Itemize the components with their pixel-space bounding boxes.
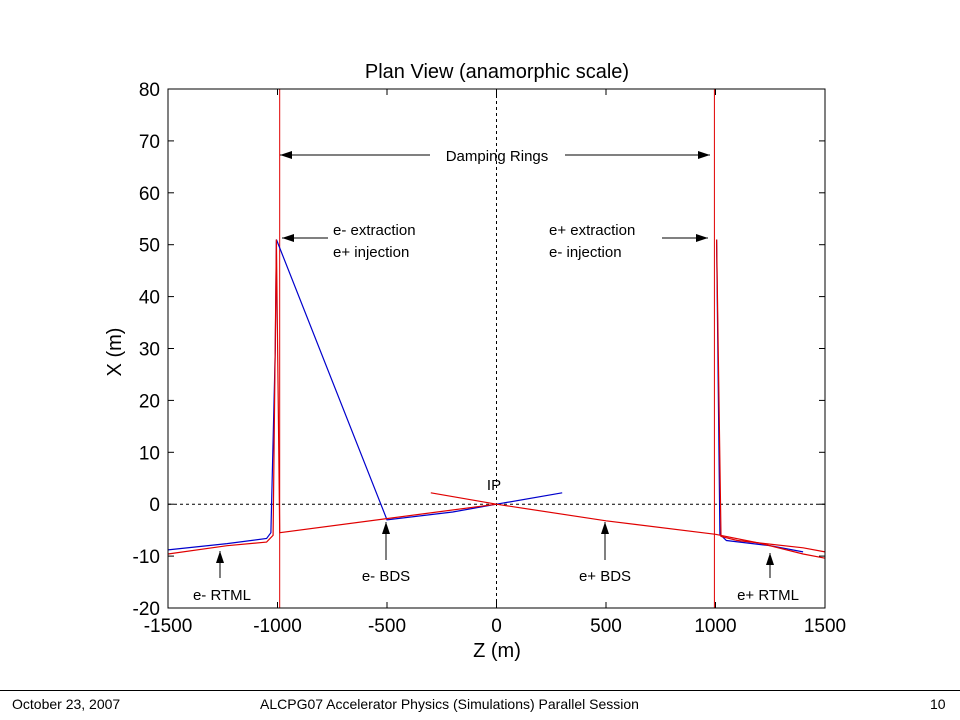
e-plus-extraction-arrow-head <box>696 234 708 242</box>
x-tick-label: 1500 <box>804 616 846 637</box>
damping-rings-arrow-right-head <box>698 151 710 159</box>
footer-date: October 23, 2007 <box>12 696 121 712</box>
series-line-2 <box>430 492 497 505</box>
damping-rings-arrow-left-head <box>280 151 292 159</box>
e-plus-extraction-label: e+ extraction <box>549 222 635 239</box>
e-minus-rtml-arrow-head <box>216 551 224 563</box>
y-tick-label: 60 <box>139 184 160 205</box>
e-minus-bds-arrow-head <box>382 522 390 534</box>
y-tick-label: 20 <box>139 391 160 412</box>
y-tick-label: 30 <box>139 340 160 361</box>
e-minus-extraction-label: e- extraction <box>333 222 416 239</box>
e-plus-bds-label: e+ BDS <box>579 568 631 585</box>
chart-title: Plan View (anamorphic scale) <box>365 61 629 83</box>
x-tick-label: -1500 <box>144 616 193 637</box>
damping-rings-label: Damping Rings <box>446 148 549 165</box>
plan-view-chart: -1500 -1000 -500 0 500 1000 1500 -20 -10 0 10 20 30 4… <box>104 61 847 662</box>
series-line-5 <box>715 533 826 559</box>
y-tick-label: 70 <box>139 132 160 153</box>
e-minus-rtml-label: e- RTML <box>193 587 251 604</box>
e-plus-rtml-label: e+ RTML <box>737 587 799 604</box>
series-lines <box>167 239 826 559</box>
ip-label: IP <box>487 477 501 494</box>
x-tick-label: 0 <box>491 616 502 637</box>
y-tick-label: -10 <box>133 547 160 568</box>
y-tick-label: 10 <box>139 443 160 464</box>
footer-page-number: 10 <box>930 696 946 712</box>
y-tick-label: 40 <box>139 288 160 309</box>
e-plus-injection-label: e+ injection <box>333 244 409 261</box>
e-plus-rtml-arrow-head <box>766 553 774 565</box>
series-line-4 <box>716 239 826 553</box>
e-minus-injection-label: e- injection <box>549 244 622 261</box>
y-tick-label: 0 <box>149 495 160 516</box>
y-tick-label: 50 <box>139 236 160 257</box>
y-axis-label: X (m) <box>104 328 126 377</box>
footer-divider <box>0 690 960 691</box>
y-tick-label: -20 <box>133 599 160 620</box>
x-tick-label: 500 <box>590 616 622 637</box>
footer-session: ALCPG07 Accelerator Physics (Simulations… <box>260 696 639 712</box>
series-line-1 <box>167 239 716 555</box>
x-tick-label: -500 <box>368 616 406 637</box>
y-tick-label: 80 <box>139 80 160 101</box>
x-tick-label: 1000 <box>694 616 736 637</box>
annotation-arrows <box>216 151 774 578</box>
series-line-0 <box>167 239 563 551</box>
series-line-3 <box>716 239 804 553</box>
e-plus-bds-arrow-head <box>601 522 609 534</box>
axis-ticks: -1500 -1000 -500 0 500 1000 1500 -20 -10 0 10 20 30 4… <box>133 80 847 637</box>
x-axis-label: Z (m) <box>473 640 521 662</box>
x-tick-label: -1000 <box>253 616 302 637</box>
e-minus-extraction-arrow-head <box>282 234 294 242</box>
e-minus-bds-label: e- BDS <box>362 568 410 585</box>
reference-lines <box>168 89 825 608</box>
